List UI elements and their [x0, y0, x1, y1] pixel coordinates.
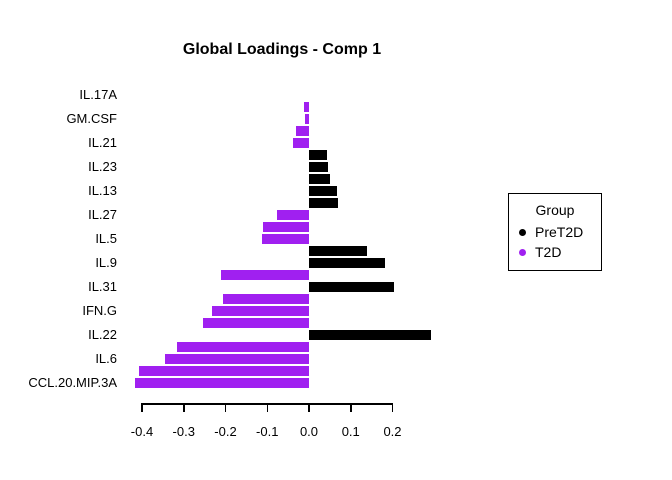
x-axis-tick [224, 403, 227, 412]
x-axis-tick [308, 403, 310, 412]
bar-GM.CSF-T2D [296, 126, 309, 136]
legend-item-pret2d: PreT2D [519, 224, 583, 240]
chart-title: Global Loadings - Comp 1 [182, 41, 382, 58]
bar-IL.21-PreT2D [309, 150, 327, 160]
x-axis-tick-label: -0.4 [130, 424, 154, 439]
bar-IL.9-T2D [221, 270, 309, 280]
legend: Group PreT2D T2D [508, 193, 602, 271]
legend-label-pret2d: PreT2D [535, 224, 584, 240]
y-axis-label: IL.31 [88, 279, 117, 294]
bar-IL.13-PreT2D [309, 186, 338, 196]
bar-CCL.20.MIP.3A-T2D [134, 378, 309, 388]
bar-IFN.G-T2D [202, 318, 309, 328]
bar-IL.22-PreT2D [309, 330, 431, 340]
y-axis-label: IL.23 [88, 159, 117, 174]
bar-IL.13-PreT2D [309, 198, 339, 208]
y-axis-label: IL.5 [95, 231, 117, 246]
y-axis-label: IFN.G [82, 303, 117, 318]
bar-IL.5-PreT2D [309, 246, 368, 256]
x-axis-tick-label: 0.1 [341, 424, 360, 439]
x-axis-tick-label: -0.1 [256, 424, 279, 439]
x-axis-tick-label: 0.0 [299, 424, 319, 439]
legend-item-t2d: T2D [519, 244, 561, 260]
bar-IL.31-T2D [223, 294, 309, 304]
pret2d-dot-icon [519, 228, 526, 236]
x-axis-tick [141, 403, 143, 412]
bar-IL.5-T2D [261, 234, 309, 244]
bar-IL.23-PreT2D [309, 174, 331, 184]
y-axis-label: IL.9 [95, 255, 117, 270]
y-axis-label: IL.27 [88, 207, 117, 222]
bar-IL.17A-T2D [303, 102, 309, 112]
x-axis-tick [350, 403, 352, 412]
x-axis-tick-label: -0.3 [172, 424, 195, 439]
y-axis-label: GM.CSF [66, 111, 117, 126]
bar-IL.27-T2D [262, 222, 309, 232]
y-axis-label: IL.17A [79, 87, 117, 102]
bar-GM.CSF-T2D [304, 114, 309, 124]
legend-title: Group [535, 202, 575, 218]
x-axis-tick [266, 403, 268, 412]
bar-IL.27-T2D [276, 210, 309, 220]
y-axis-label: IL.22 [88, 327, 117, 342]
bar-IL.23-PreT2D [309, 162, 329, 172]
x-axis-tick [391, 403, 394, 412]
y-axis-label: IL.21 [88, 135, 117, 150]
legend-label-t2d: T2D [535, 244, 562, 260]
t2d-dot-icon [519, 248, 526, 256]
bar-IL.9-PreT2D [309, 258, 386, 268]
bar-IFN.G-T2D [211, 306, 309, 316]
x-axis-tick [183, 403, 185, 412]
y-axis-label: CCL.20.MIP.3A [28, 375, 117, 390]
y-axis-label: IL.6 [95, 351, 117, 366]
x-axis-tick-label: -0.2 [214, 424, 237, 439]
bar-IL.6-T2D [164, 354, 309, 364]
bar-IL.6-T2D [139, 366, 309, 376]
bar-IL.22-T2D [177, 342, 309, 352]
bar-IL.31-PreT2D [309, 282, 395, 292]
y-axis-label: IL.13 [88, 183, 117, 198]
bar-IL.21-T2D [292, 138, 309, 148]
x-axis-tick-label: 0.2 [383, 424, 402, 439]
